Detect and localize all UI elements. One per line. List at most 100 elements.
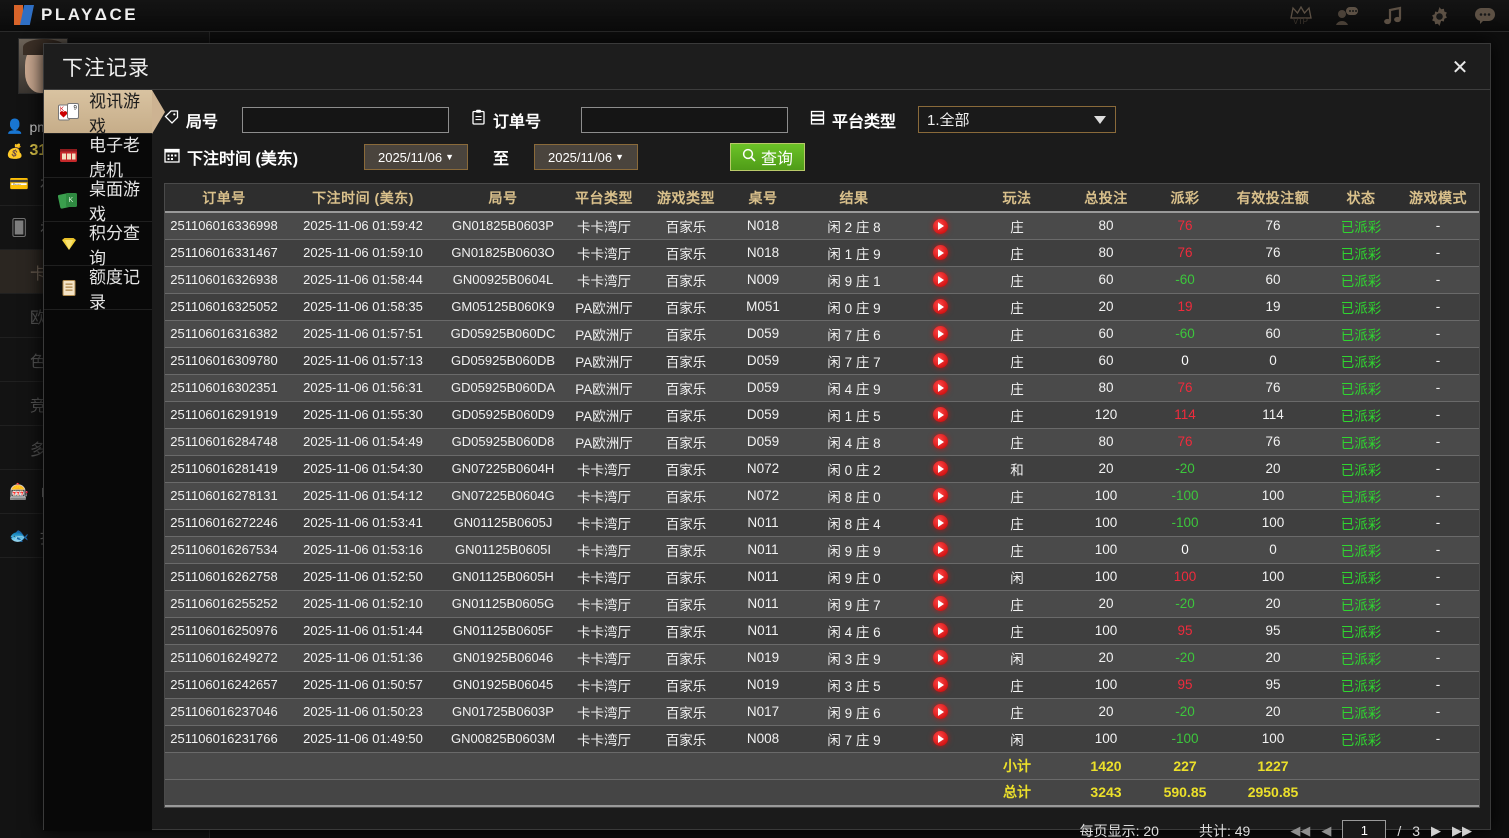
play-icon[interactable] (932, 380, 948, 396)
play-icon[interactable] (932, 299, 948, 315)
table-row[interactable]: 251106016325052 2025-11-06 01:58:35 GM0512… (165, 293, 1479, 321)
date-from-picker[interactable]: 2025/11/06 ▼ (364, 144, 468, 170)
table-row[interactable]: 251106016281419 2025-11-06 01:54:30 GN0722… (165, 455, 1479, 483)
table-row[interactable]: 251106016242657 2025-11-06 01:50:57 GN0192… (165, 671, 1479, 699)
first-page-button[interactable]: ◀◀ (1290, 822, 1311, 838)
cell-order: 251106016316382 (165, 320, 283, 348)
tag-icon (164, 109, 179, 130)
table-row[interactable]: 251106016278131 2025-11-06 01:54:12 GN0722… (165, 482, 1479, 510)
play-icon[interactable] (932, 272, 948, 288)
table-body: 251106016336998 2025-11-06 01:59:42 GN0182… (165, 212, 1479, 807)
cell-gametype: 百家乐 (645, 428, 727, 456)
table-row[interactable]: 251106016231766 2025-11-06 01:49:50 GN0082… (165, 725, 1479, 753)
play-icon[interactable] (932, 704, 948, 720)
play-icon[interactable] (932, 488, 948, 504)
sidebar-item-slot-machine[interactable]: 电子老虎机 (44, 134, 152, 180)
table-row[interactable]: 251106016267534 2025-11-06 01:53:16 GN0112… (165, 536, 1479, 564)
calendar-icon (164, 147, 180, 168)
support-chat-icon[interactable] (1333, 2, 1361, 30)
order-input[interactable] (581, 106, 788, 133)
cell-replay (909, 347, 971, 375)
cell-platform: 卡卡湾厅 (563, 266, 645, 294)
cell-status: 已派彩 (1325, 428, 1397, 456)
cell-order: 251106016237046 (165, 698, 283, 726)
play-icon[interactable] (932, 623, 948, 639)
total-row-valid: 2950.85 (1221, 779, 1325, 807)
next-page-button[interactable]: ▶ (1431, 822, 1441, 838)
cell-bet: 100 (1063, 482, 1149, 510)
cell-table: N011 (727, 563, 799, 591)
play-icon[interactable] (932, 677, 948, 693)
play-icon[interactable] (932, 353, 948, 369)
table-row[interactable]: 251106016291919 2025-11-06 01:55:30 GD0592… (165, 401, 1479, 429)
play-icon[interactable] (932, 542, 948, 558)
chevron-down-icon (1094, 116, 1106, 124)
sidebar-item-table-games[interactable]: K 桌面游戏 (44, 178, 152, 224)
table-row[interactable]: 251106016249272 2025-11-06 01:51:36 GN0192… (165, 644, 1479, 672)
cell-platform: 卡卡湾厅 (563, 482, 645, 510)
vip-icon[interactable]: VIP (1287, 2, 1315, 30)
sidebar-item-points-query[interactable]: 积分查询 (44, 222, 152, 268)
table-row[interactable]: 251106016302351 2025-11-06 01:56:31 GD0592… (165, 374, 1479, 402)
date-to-picker[interactable]: 2025/11/06 ▼ (534, 144, 638, 170)
play-icon[interactable] (932, 515, 948, 531)
cell-round: GN01825B0603P (443, 212, 563, 240)
dialog-content: 局号 订单号 (152, 90, 1490, 838)
cell-result: 闲 2 庄 8 (799, 212, 909, 240)
table-row[interactable]: 251106016250976 2025-11-06 01:51:44 GN0112… (165, 617, 1479, 645)
play-icon[interactable] (932, 245, 948, 261)
cell-platform: PA欧洲厅 (563, 401, 645, 429)
play-icon[interactable] (932, 596, 948, 612)
cell-round: GN00925B0604L (443, 266, 563, 294)
table-row[interactable]: 251106016331467 2025-11-06 01:59:10 GN0182… (165, 239, 1479, 267)
cell-round: GN07225B0604H (443, 455, 563, 483)
play-icon[interactable] (932, 461, 948, 477)
cell-result: 闲 9 庄 7 (799, 590, 909, 618)
cell-result: 闲 1 庄 9 (799, 239, 909, 267)
table-row[interactable]: 251106016309780 2025-11-06 01:57:13 GD0592… (165, 347, 1479, 375)
table-row[interactable]: 251106016255252 2025-11-06 01:52:10 GN0112… (165, 590, 1479, 618)
table-row[interactable]: 251106016326938 2025-11-06 01:58:44 GN0092… (165, 266, 1479, 294)
cell-time: 2025-11-06 01:54:12 (283, 482, 443, 510)
gear-icon[interactable] (1425, 2, 1453, 30)
last-page-button[interactable]: ▶▶ (1452, 822, 1472, 838)
message-bubble-icon[interactable] (1471, 2, 1499, 30)
cell-round: GN07225B0604G (443, 482, 563, 510)
music-note-icon[interactable] (1379, 2, 1407, 30)
table-row[interactable]: 251106016336998 2025-11-06 01:59:42 GN0182… (165, 212, 1479, 240)
search-button[interactable]: 查询 (730, 143, 806, 171)
cell-mode: - (1397, 482, 1479, 510)
cell-status: 已派彩 (1325, 212, 1397, 240)
play-icon[interactable] (932, 326, 948, 342)
cell-valid: 76 (1221, 428, 1325, 456)
play-icon[interactable] (932, 434, 948, 450)
platform-select[interactable]: 1.全部 (918, 106, 1116, 133)
sidebar-item-credit-record[interactable]: 额度记录 (44, 266, 152, 312)
table-row[interactable]: 251106016284748 2025-11-06 01:54:49 GD0592… (165, 428, 1479, 456)
play-icon[interactable] (932, 218, 948, 234)
platform-label: 平台类型 (810, 108, 918, 132)
cell-round: GN01125B0605G (443, 590, 563, 618)
table-row[interactable]: 251106016316382 2025-11-06 01:57:51 GD0592… (165, 320, 1479, 348)
clipboard-icon (471, 109, 486, 130)
page-input[interactable]: 1 (1342, 820, 1387, 838)
play-icon[interactable] (932, 407, 948, 423)
cell-bet: 60 (1063, 266, 1149, 294)
cell-replay (909, 698, 971, 726)
cell-platform: 卡卡湾厅 (563, 590, 645, 618)
play-icon[interactable] (932, 650, 948, 666)
cell-payout: 0 (1149, 347, 1221, 375)
table-row[interactable]: 251106016272246 2025-11-06 01:53:41 GN0112… (165, 509, 1479, 537)
prev-page-button[interactable]: ◀ (1321, 822, 1332, 838)
play-icon[interactable] (932, 731, 948, 747)
play-icon[interactable] (932, 569, 948, 585)
cell-valid: 114 (1221, 401, 1325, 429)
table-row[interactable]: 251106016237046 2025-11-06 01:50:23 GN0172… (165, 698, 1479, 726)
table-row[interactable]: 251106016262758 2025-11-06 01:52:50 GN0112… (165, 563, 1479, 591)
cell-order: 251106016249272 (165, 644, 283, 672)
round-input[interactable] (242, 106, 449, 133)
close-icon[interactable]: ✕ (1451, 56, 1469, 79)
cell-order: 251106016302351 (165, 374, 283, 402)
cell-bet: 120 (1063, 401, 1149, 429)
